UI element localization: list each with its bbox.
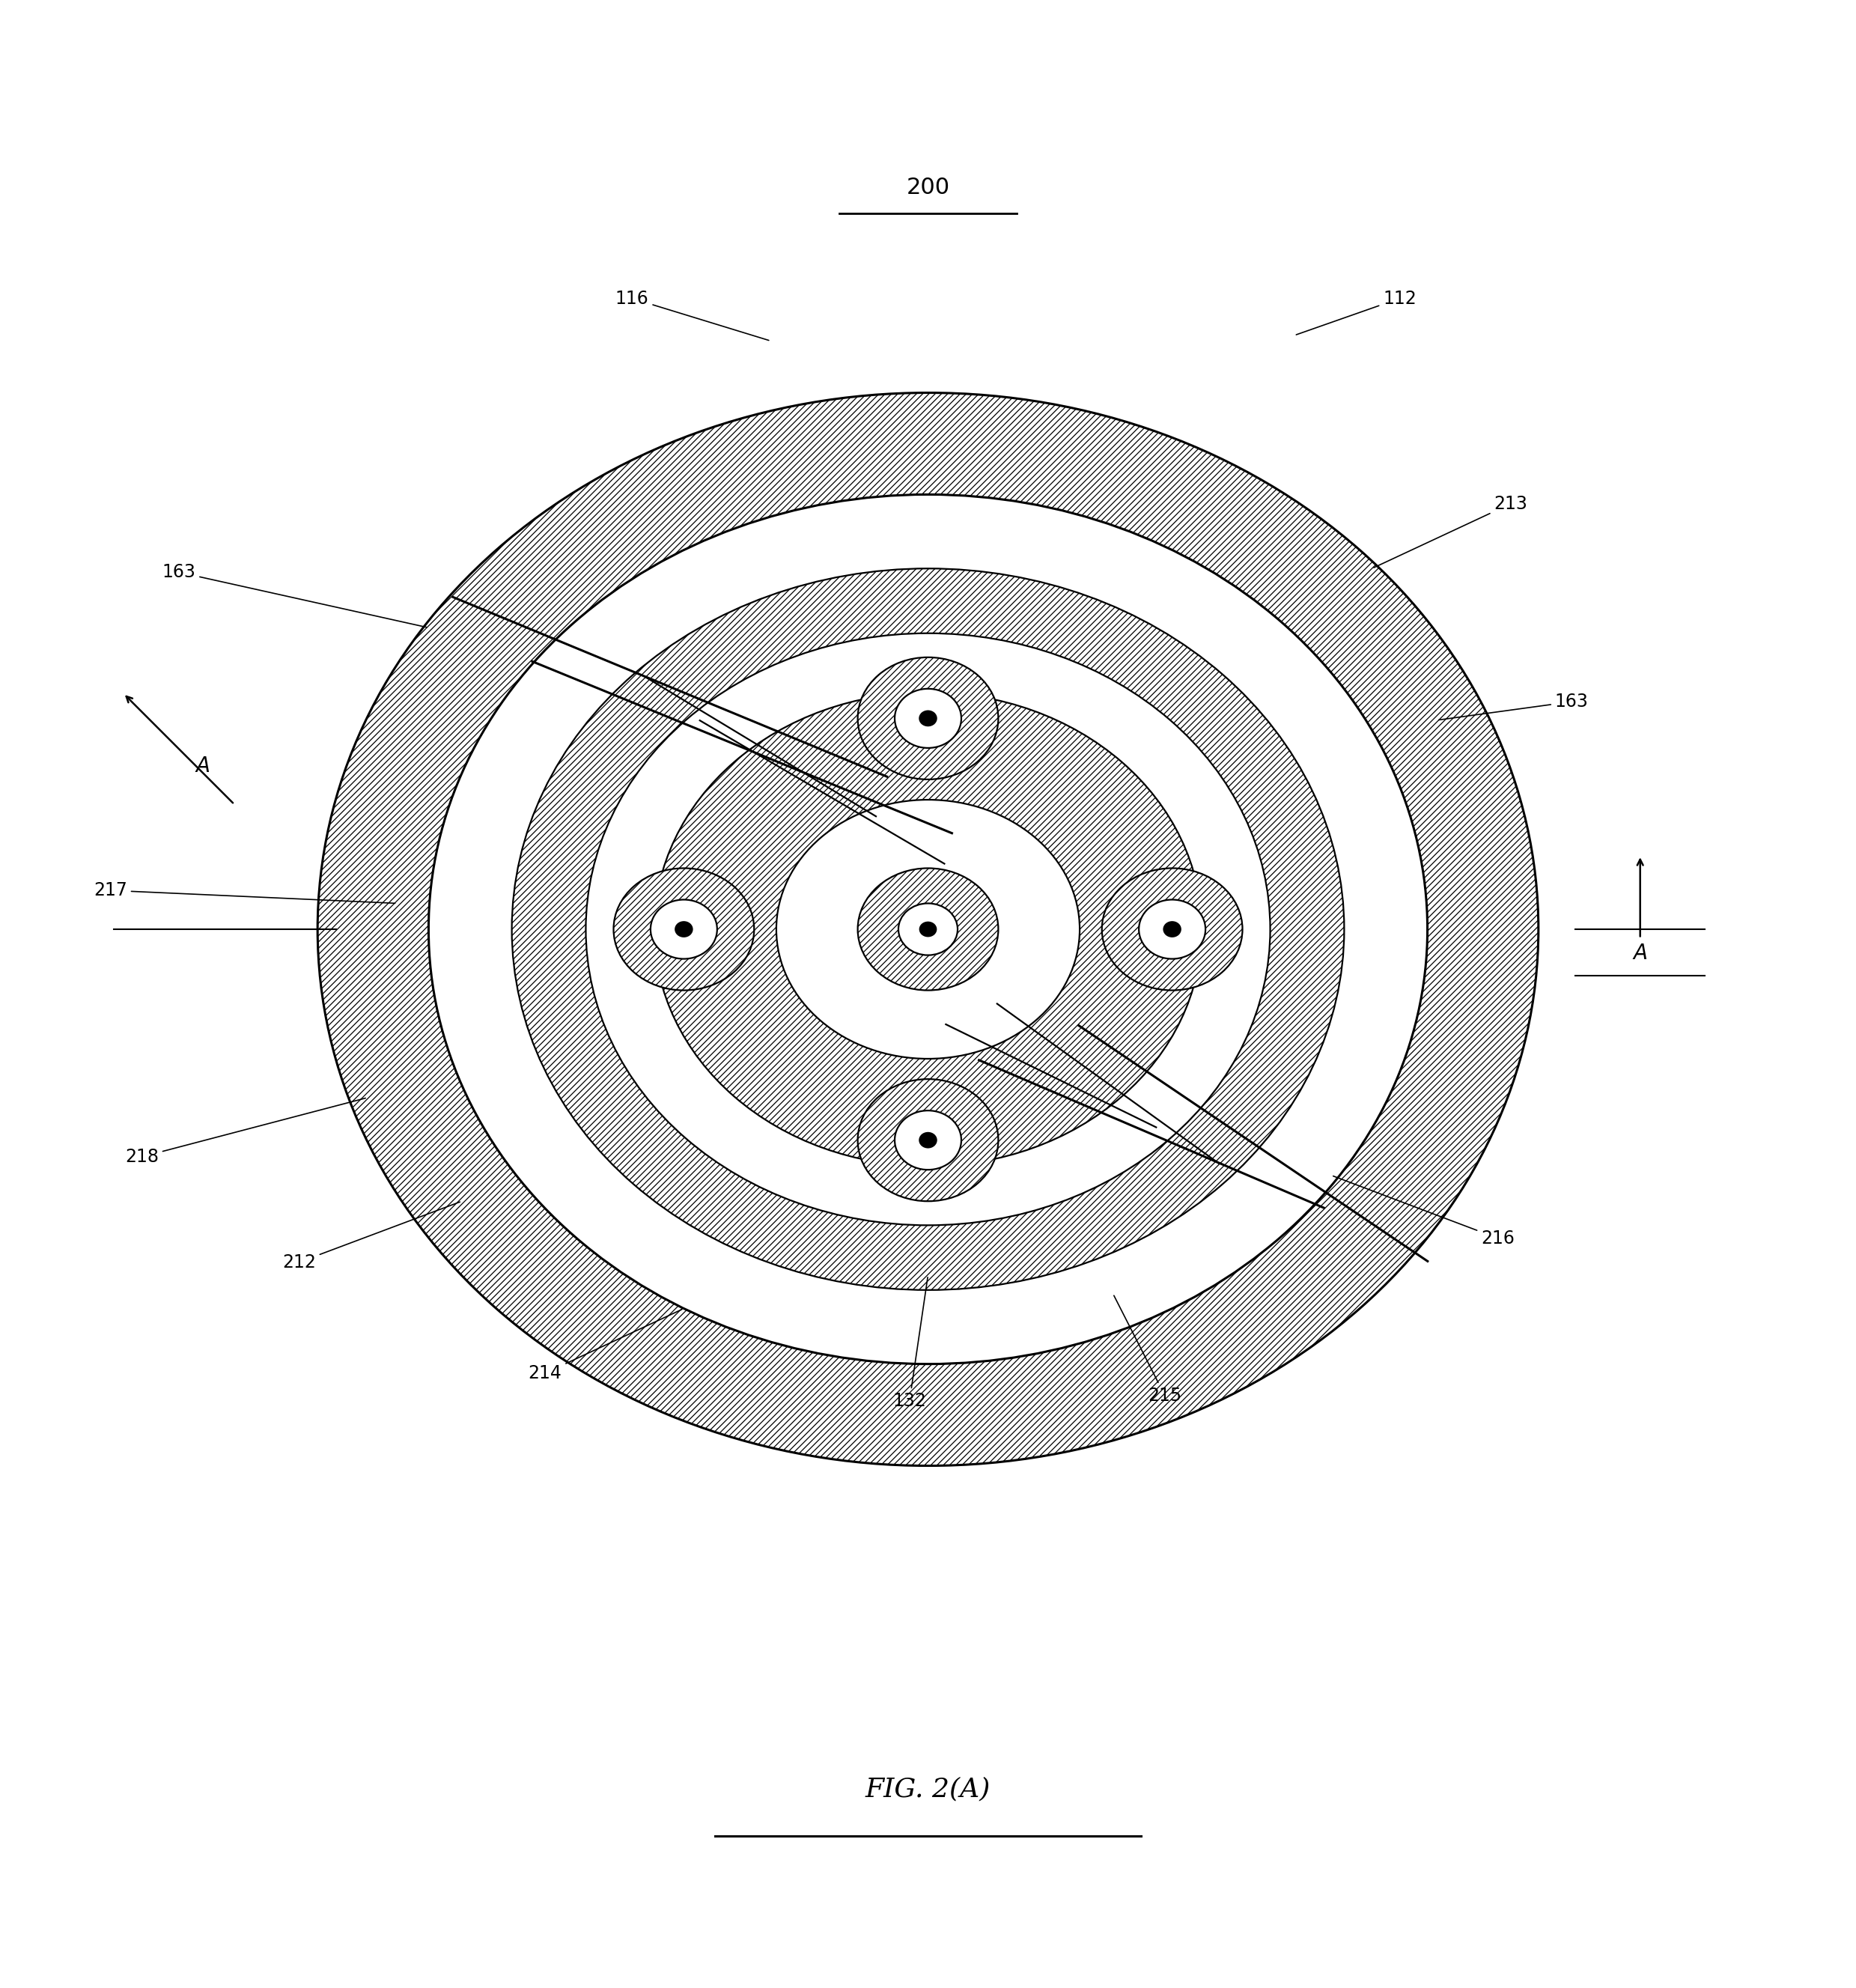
Text: 200: 200 <box>906 177 950 199</box>
Text: 213: 213 <box>1373 495 1527 569</box>
Text: 112: 112 <box>1295 290 1416 334</box>
Text: 215: 215 <box>1114 1296 1182 1404</box>
Text: 217: 217 <box>93 881 395 903</box>
Ellipse shape <box>857 658 999 779</box>
Ellipse shape <box>653 692 1203 1167</box>
Text: 214: 214 <box>529 1310 681 1382</box>
Ellipse shape <box>919 1131 937 1149</box>
Ellipse shape <box>898 903 958 954</box>
Ellipse shape <box>614 869 754 990</box>
Text: FIG. 2(A): FIG. 2(A) <box>865 1777 991 1803</box>
Ellipse shape <box>1140 901 1205 958</box>
Text: 216: 216 <box>1333 1177 1514 1246</box>
Text: 132: 132 <box>893 1276 928 1409</box>
Text: 218: 218 <box>124 1097 366 1165</box>
Ellipse shape <box>1102 869 1242 990</box>
Text: 212: 212 <box>282 1203 460 1270</box>
Ellipse shape <box>857 1079 999 1201</box>
Ellipse shape <box>919 710 937 726</box>
Ellipse shape <box>1164 920 1180 938</box>
Text: 163: 163 <box>1438 692 1589 720</box>
Ellipse shape <box>776 799 1080 1060</box>
Ellipse shape <box>586 634 1270 1225</box>
Text: 163: 163 <box>161 563 427 628</box>
Ellipse shape <box>895 688 961 747</box>
Ellipse shape <box>651 901 716 958</box>
Text: 116: 116 <box>616 290 768 340</box>
Ellipse shape <box>919 922 937 936</box>
Ellipse shape <box>857 869 999 990</box>
Ellipse shape <box>895 1111 961 1169</box>
Text: A: A <box>1633 942 1648 964</box>
Ellipse shape <box>429 495 1427 1364</box>
Ellipse shape <box>317 394 1539 1465</box>
Ellipse shape <box>512 569 1344 1290</box>
Ellipse shape <box>676 920 692 938</box>
Text: A: A <box>195 755 210 777</box>
